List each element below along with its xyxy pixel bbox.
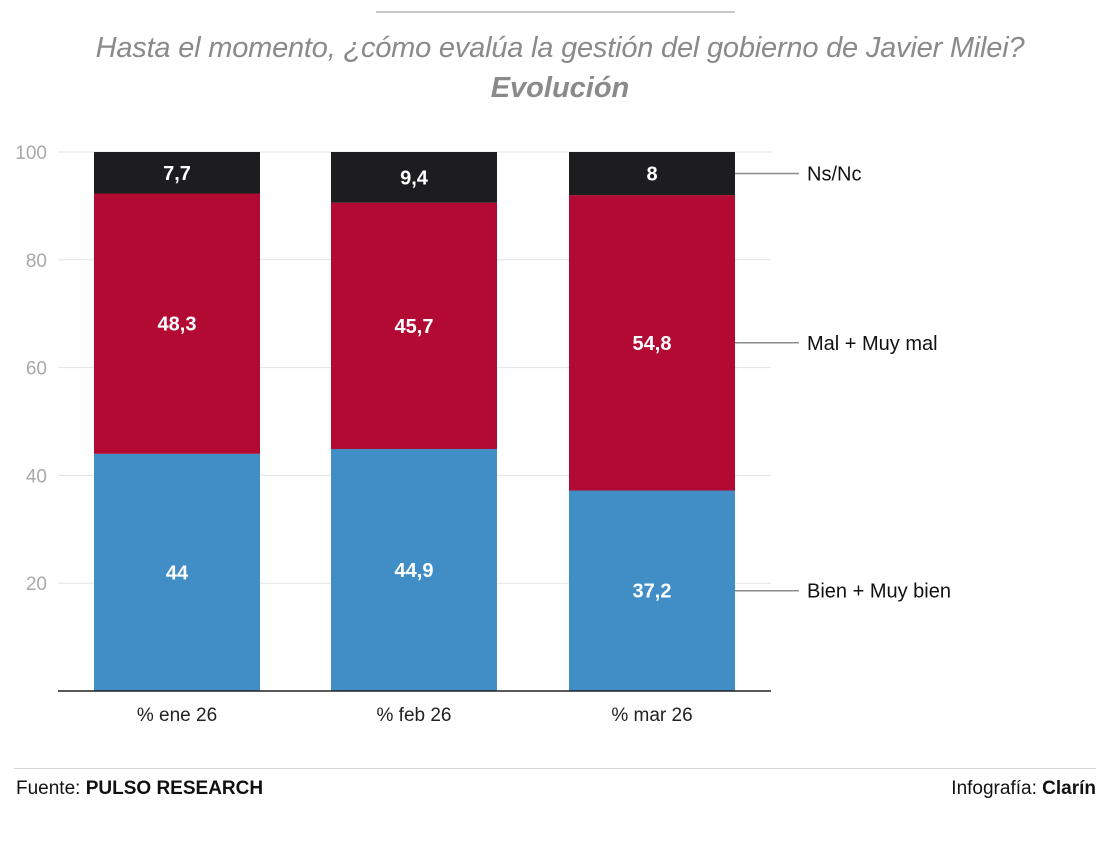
y-tick-label: 80: [26, 251, 47, 272]
source-name: PULSO RESEARCH: [85, 778, 264, 799]
y-tick-label: 40: [26, 466, 47, 487]
data-label: 37,2: [633, 581, 672, 603]
y-tick-label: 60: [26, 359, 47, 380]
bar-segment: [94, 453, 260, 691]
bar-segment: [569, 152, 735, 196]
data-label: 9,4: [400, 167, 429, 189]
x-tick-label: % mar 26: [611, 705, 692, 726]
bar-segment: [94, 193, 260, 454]
data-label: 8: [646, 164, 657, 186]
bar-segment: [331, 202, 497, 449]
y-tick-label: 20: [26, 574, 47, 595]
bar-segment: [569, 195, 735, 491]
legend-label: Bien + Muy bien: [807, 581, 951, 603]
credit-label: Infografía:: [951, 778, 1037, 799]
data-label: 48,3: [158, 314, 197, 336]
bar-segment: [331, 152, 497, 203]
data-label: 44: [166, 562, 189, 584]
y-tick-label: 100: [15, 143, 47, 164]
legend-label: Ns/Nc: [807, 164, 861, 186]
source-credit: Fuente: PULSO RESEARCH: [16, 778, 263, 800]
chart-subtitle: Evolución: [490, 72, 630, 104]
source-label: Fuente:: [16, 778, 81, 799]
footer-divider: [14, 768, 1096, 769]
data-label: 7,7: [163, 163, 191, 185]
chart-title: Hasta el momento, ¿cómo evalúa la gestió…: [95, 32, 1025, 64]
credit-name: Clarín: [1042, 778, 1096, 799]
top-divider: [376, 11, 735, 13]
bar-segment: [94, 152, 260, 194]
data-label: 54,8: [633, 333, 672, 355]
graphic-credit: Infografía: Clarín: [951, 778, 1096, 800]
x-tick-label: % feb 26: [377, 705, 452, 726]
stacked-bar-chart: 20 40 60 80 100 44 48,3 7,7 % ene 26 44,9 45,7 9,4%…: [15, 143, 951, 726]
bar-segment: [331, 448, 497, 691]
legend-label: Mal + Muy mal: [807, 333, 938, 355]
x-tick-label: % ene 26: [137, 705, 217, 726]
data-label: 45,7: [395, 316, 434, 338]
data-label: 44,9: [395, 560, 434, 582]
bar-segment: [569, 490, 735, 691]
